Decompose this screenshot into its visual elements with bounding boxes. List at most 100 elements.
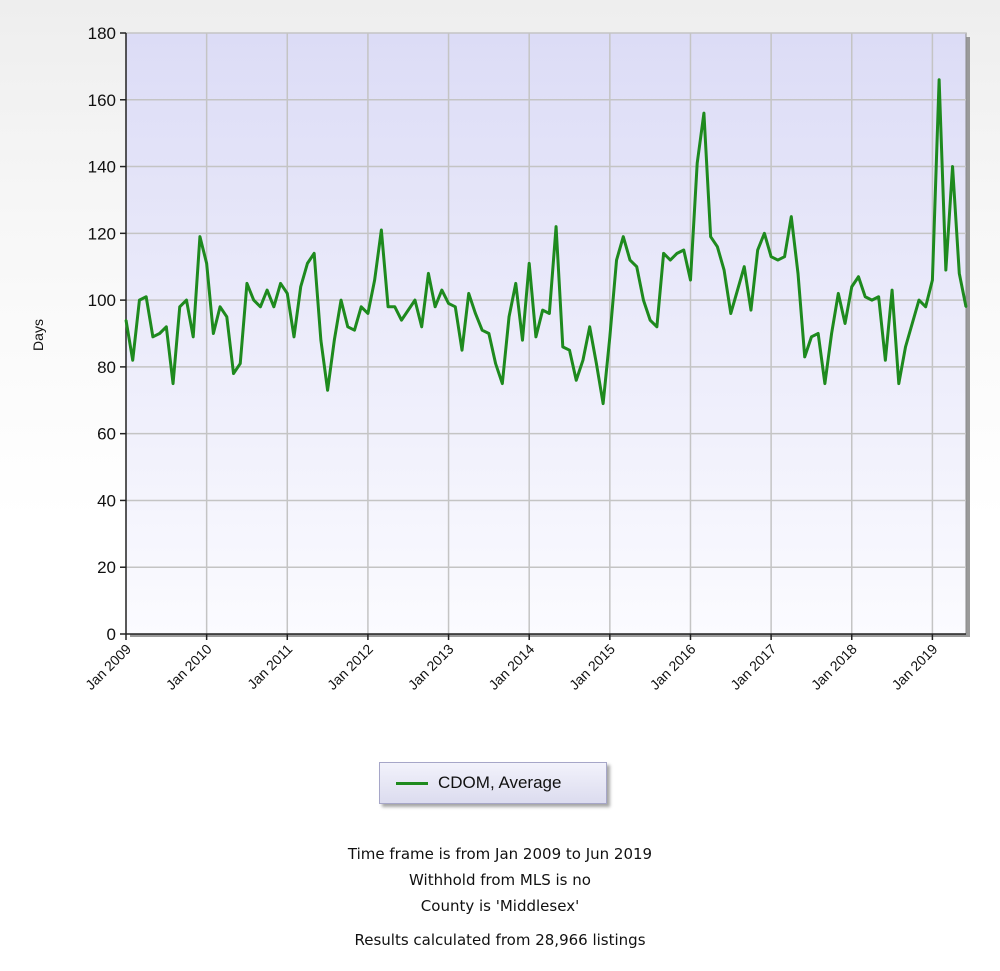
data-point bbox=[749, 308, 753, 312]
data-point bbox=[185, 298, 188, 302]
data-point bbox=[346, 325, 349, 329]
data-point bbox=[682, 248, 685, 252]
data-point bbox=[198, 235, 202, 238]
data-point bbox=[575, 379, 578, 382]
data-point bbox=[884, 359, 887, 362]
data-point bbox=[225, 315, 228, 319]
footer-timeframe: Time frame is from Jan 2009 to Jun 2019 bbox=[347, 845, 653, 863]
data-point bbox=[192, 335, 195, 339]
data-point bbox=[790, 215, 793, 218]
data-point bbox=[420, 325, 423, 329]
data-point bbox=[648, 318, 652, 322]
data-point bbox=[796, 272, 800, 275]
data-point bbox=[689, 278, 692, 282]
data-point bbox=[810, 335, 813, 339]
data-point bbox=[642, 298, 645, 302]
data-point bbox=[736, 288, 739, 292]
data-point bbox=[716, 245, 719, 248]
data-point bbox=[319, 338, 323, 342]
y-tick-label: 20 bbox=[97, 558, 116, 577]
y-tick-label: 40 bbox=[97, 491, 116, 510]
series-layer bbox=[124, 78, 968, 406]
data-point bbox=[447, 302, 450, 305]
series-line-cdom-average bbox=[124, 78, 968, 406]
data-point bbox=[554, 225, 558, 228]
data-point bbox=[380, 228, 383, 232]
data-point bbox=[212, 332, 215, 335]
x-tick-label: Jan 2009 bbox=[82, 641, 134, 693]
data-point bbox=[427, 272, 430, 275]
data-point bbox=[769, 255, 773, 258]
legend-swatch bbox=[396, 781, 428, 785]
data-point bbox=[279, 282, 282, 285]
data-point bbox=[366, 312, 370, 315]
data-point bbox=[205, 262, 208, 265]
data-point bbox=[131, 359, 134, 362]
data-point bbox=[144, 295, 148, 298]
data-point bbox=[615, 258, 618, 262]
data-point bbox=[306, 262, 309, 265]
data-point bbox=[662, 252, 665, 255]
data-point bbox=[696, 162, 699, 165]
data-point bbox=[339, 298, 343, 302]
data-point bbox=[393, 305, 396, 308]
data-point bbox=[904, 345, 907, 349]
data-point bbox=[440, 288, 444, 292]
data-point bbox=[568, 348, 571, 352]
data-point bbox=[548, 312, 551, 315]
data-point bbox=[944, 268, 948, 272]
footer-results: Results calculated from 28,966 listings bbox=[354, 931, 646, 949]
data-point bbox=[534, 335, 538, 339]
data-point bbox=[581, 359, 585, 362]
footer-withhold: Withhold from MLS is no bbox=[409, 871, 591, 889]
data-point bbox=[252, 298, 255, 302]
y-tick-label: 140 bbox=[88, 158, 116, 177]
data-point bbox=[911, 322, 914, 325]
plot-area bbox=[125, 32, 967, 635]
data-point bbox=[312, 252, 316, 255]
data-point bbox=[729, 312, 732, 315]
data-point bbox=[501, 382, 504, 385]
y-tick-label: 0 bbox=[107, 625, 116, 644]
data-point bbox=[709, 235, 712, 238]
data-point bbox=[124, 318, 128, 322]
data-point bbox=[931, 278, 934, 282]
data-point bbox=[158, 332, 161, 335]
data-point bbox=[608, 335, 612, 339]
x-tick-label: Jan 2017 bbox=[727, 641, 779, 693]
data-point bbox=[138, 298, 141, 302]
data-point bbox=[830, 332, 833, 335]
y-tick-label: 100 bbox=[88, 291, 116, 310]
data-point bbox=[386, 305, 390, 308]
data-point bbox=[286, 292, 289, 295]
data-point bbox=[561, 345, 564, 349]
data-point bbox=[857, 275, 860, 278]
x-tick-label: Jan 2011 bbox=[244, 641, 295, 692]
data-point bbox=[837, 292, 840, 295]
data-point bbox=[165, 325, 168, 329]
x-tick-label: Jan 2018 bbox=[808, 641, 860, 693]
data-point bbox=[890, 288, 894, 292]
data-point bbox=[474, 312, 477, 315]
legend: CDOM, Average bbox=[379, 762, 607, 804]
data-point bbox=[218, 305, 222, 308]
data-point bbox=[877, 295, 880, 298]
data-point bbox=[454, 305, 457, 308]
data-point bbox=[823, 382, 827, 385]
data-point bbox=[400, 318, 403, 322]
data-point bbox=[595, 362, 598, 365]
data-point bbox=[843, 322, 847, 325]
data-point bbox=[494, 362, 497, 365]
data-point bbox=[702, 111, 706, 115]
data-point bbox=[245, 282, 249, 285]
footer-county: County is 'Middlesex' bbox=[420, 897, 580, 915]
data-point bbox=[171, 382, 175, 385]
x-tick-labels: Jan 2009 Jan 2010 Jan 2011 Jan 2012 Jan 2013… bbox=[82, 641, 941, 693]
data-point bbox=[917, 298, 921, 302]
legend-label: CDOM, Average bbox=[438, 773, 562, 792]
data-point bbox=[514, 282, 517, 285]
data-point bbox=[601, 402, 605, 405]
data-point bbox=[528, 262, 531, 265]
y-axis-label: Days bbox=[30, 319, 46, 351]
data-point bbox=[333, 338, 336, 342]
